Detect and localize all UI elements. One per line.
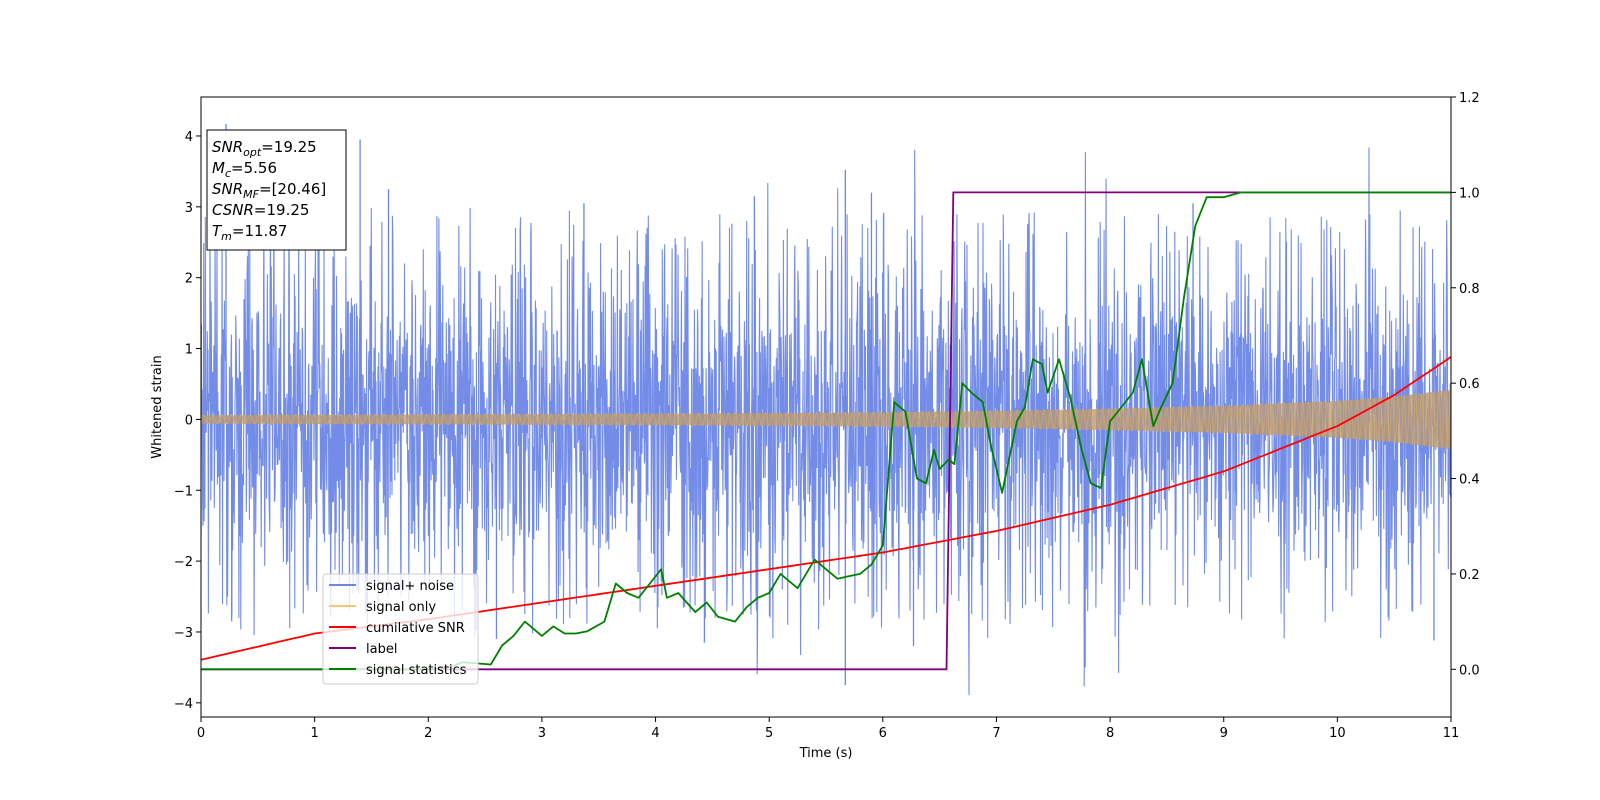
series-signal-only: [201, 389, 1451, 450]
plot-frame: [200, 96, 1452, 718]
series-label: [201, 191, 1451, 671]
annotation-box: SNRopt=19.25Mc=5.56SNRMF=[20.46]CSNR=19.…: [206, 129, 347, 251]
y-tick-label: 1: [185, 343, 193, 358]
y2-tick-label: 0.2: [1459, 568, 1480, 583]
legend-label: signal+ noise: [366, 579, 454, 594]
x-tick-label: 11: [1443, 726, 1460, 741]
x-tick-label: 3: [538, 726, 546, 741]
y-tick-label: 2: [185, 272, 193, 287]
legend-label: signal only: [366, 600, 436, 615]
annotation-line: Tm=11.87: [212, 222, 287, 243]
x-tick-label: 0: [197, 726, 205, 741]
x-tick-label: 4: [651, 726, 659, 741]
x-tick-label: 1: [310, 726, 318, 741]
x-tick-label: 6: [879, 726, 887, 741]
plot-area: [201, 123, 1451, 696]
y2-tick-label: 1.0: [1459, 186, 1480, 201]
annotation-line: CSNR=19.25: [212, 201, 309, 219]
y2-tick-label: 0.4: [1459, 473, 1480, 488]
y-axis-label: Whitened strain: [150, 355, 165, 458]
y2-tick-label: 0.0: [1459, 663, 1480, 678]
y2-tick-label: 0.8: [1459, 282, 1480, 297]
y-tick-label: 4: [185, 130, 193, 145]
x-tick-label: 10: [1329, 726, 1346, 741]
y-tick-label: −1: [174, 484, 193, 499]
series-signal-statistics: [201, 191, 1451, 671]
axes: 0 1 2 3 4 5 6 7 8 9 10 11 −4 −3 −2 −1 0 1 2 3 4 0.0 0.2 0.4 0.6 0…: [174, 91, 1480, 741]
legend-frame: [322, 573, 479, 685]
legend: signal+ noise signal only cumilative SNR la…: [322, 573, 479, 685]
y2-tick-label: 1.2: [1459, 91, 1480, 106]
x-axis-label: Time (s): [799, 746, 853, 761]
y-tick-label: −2: [174, 555, 193, 570]
x-tick-label: 5: [765, 726, 773, 741]
legend-label: cumilative SNR: [366, 621, 465, 636]
annotation-line: SNRopt=19.25: [212, 138, 317, 159]
y-tick-label: −3: [174, 626, 193, 641]
x-tick-label: 9: [1220, 726, 1228, 741]
y-tick-label: 0: [185, 413, 193, 428]
signal-envelope-fill: [201, 389, 1451, 450]
legend-label: signal statistics: [366, 663, 467, 678]
x-tick-label: 7: [992, 726, 1000, 741]
annotation-frame: [206, 129, 347, 251]
annotation-line: Mc=5.56: [212, 159, 277, 180]
x-tick-label: 2: [424, 726, 432, 741]
legend-label: label: [366, 642, 397, 657]
y2-tick-label: 0.6: [1459, 377, 1480, 392]
y-tick-label: −4: [174, 697, 193, 712]
y-tick-label: 3: [185, 201, 193, 216]
annotation-line: SNRMF=[20.46]: [212, 180, 326, 201]
x-tick-label: 8: [1106, 726, 1114, 741]
